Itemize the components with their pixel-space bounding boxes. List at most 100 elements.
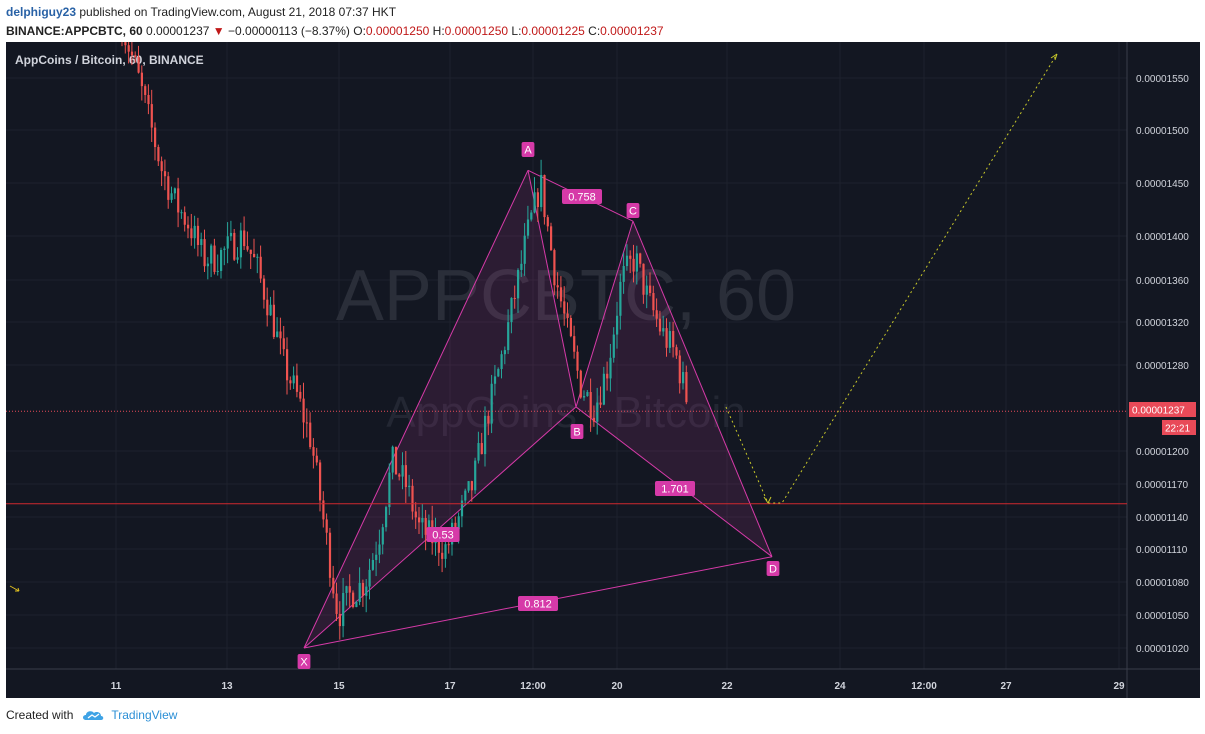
publish-info: published on TradingView.com, August 21,… bbox=[79, 5, 397, 19]
price-axis[interactable] bbox=[1127, 42, 1200, 669]
candle-body bbox=[210, 245, 213, 264]
footer: Created with TradingView bbox=[6, 708, 177, 722]
candle-body bbox=[444, 544, 447, 559]
candle-body bbox=[170, 193, 173, 200]
x-tick-label: 12:00 bbox=[520, 681, 546, 692]
candle-body bbox=[635, 253, 638, 272]
x-tick-label: 29 bbox=[1113, 681, 1125, 692]
candle-body bbox=[236, 257, 239, 260]
candle-body bbox=[187, 224, 190, 229]
candle-body bbox=[418, 517, 421, 523]
candle-body bbox=[569, 317, 572, 337]
candle-body bbox=[371, 559, 374, 570]
candle-body bbox=[147, 94, 150, 105]
created-with-text: Created with bbox=[6, 708, 74, 722]
candle-body bbox=[378, 544, 381, 555]
point-label-a-bg bbox=[521, 142, 535, 157]
projection-path bbox=[725, 53, 1058, 504]
candle-body bbox=[259, 256, 262, 279]
x-tick-label: 24 bbox=[834, 681, 846, 692]
candle-body bbox=[622, 266, 625, 282]
candle-body bbox=[243, 230, 246, 247]
candle-body bbox=[167, 176, 170, 200]
candle-body bbox=[609, 357, 612, 379]
candle-body bbox=[203, 239, 206, 267]
low-label: L: bbox=[511, 24, 522, 38]
candle-body bbox=[480, 443, 483, 455]
candle-body bbox=[579, 370, 582, 398]
candle-body bbox=[404, 465, 407, 488]
chart-area[interactable]: 0.00001550 0.00001500 0.00001450 0.00001400… bbox=[6, 11, 1200, 698]
candle-body bbox=[662, 328, 665, 332]
candle-body bbox=[586, 392, 589, 396]
candle-body bbox=[319, 462, 322, 501]
candle-body bbox=[523, 235, 526, 264]
candle-body bbox=[328, 532, 332, 578]
candle-body bbox=[332, 577, 335, 594]
candles bbox=[121, 11, 688, 640]
price-tag-text: 0.00001237 bbox=[1132, 406, 1185, 417]
pattern-line-cd bbox=[632, 220, 773, 557]
y-tick-label: 0.00001500 bbox=[1136, 126, 1189, 137]
harmonic-pattern[interactable] bbox=[303, 169, 773, 649]
candle-body bbox=[262, 278, 266, 300]
candle-body bbox=[289, 380, 292, 384]
candle-body bbox=[154, 127, 157, 148]
y-tick-label: 0.00001280 bbox=[1136, 361, 1189, 372]
y-tick-label: 0.00001170 bbox=[1136, 480, 1189, 491]
pattern-labels: X A B C D 0.758 0.53 1.701 0.812 bbox=[297, 142, 780, 669]
candle-body bbox=[513, 298, 516, 300]
candle-body bbox=[157, 147, 160, 162]
candle-body bbox=[599, 402, 602, 405]
candle-body bbox=[249, 249, 252, 254]
candle-body bbox=[507, 322, 510, 351]
candle-body bbox=[391, 446, 394, 473]
candle-body bbox=[196, 225, 200, 245]
tradingview-link[interactable]: TradingView bbox=[111, 708, 178, 722]
candle-body bbox=[345, 586, 348, 593]
candle-body bbox=[652, 292, 655, 311]
candle-body bbox=[546, 217, 549, 227]
candle-body bbox=[685, 372, 688, 403]
candle-body bbox=[190, 228, 193, 239]
ratio-label-xd-bg bbox=[518, 596, 558, 611]
candle-body bbox=[460, 500, 464, 517]
candle-body bbox=[272, 304, 275, 337]
countdown-text: 22:21 bbox=[1165, 424, 1190, 435]
pattern-line-bc bbox=[575, 221, 634, 408]
candle-body bbox=[295, 375, 299, 392]
candle-body bbox=[559, 287, 563, 302]
ratio-label-xb-bg bbox=[426, 527, 460, 542]
candle-body bbox=[368, 569, 371, 587]
open-value: 0.00001250 bbox=[365, 24, 430, 38]
point-label-b-bg bbox=[570, 424, 584, 439]
chart-canvas[interactable]: 0.00001550 0.00001500 0.00001450 0.00001400… bbox=[6, 11, 1200, 698]
point-label-x: X bbox=[300, 657, 308, 669]
author-link[interactable]: delphiguy23 bbox=[6, 5, 77, 19]
candle-body bbox=[503, 350, 506, 355]
candle-body bbox=[563, 301, 566, 314]
close-value: 0.00001237 bbox=[600, 24, 664, 38]
candle-body bbox=[193, 225, 196, 239]
candle-body bbox=[470, 481, 473, 491]
countdown-tag bbox=[1162, 420, 1196, 435]
candle-body bbox=[639, 253, 642, 264]
candle-body bbox=[223, 248, 226, 250]
point-label-x-bg bbox=[297, 654, 311, 669]
pattern-line-ab bbox=[527, 170, 577, 408]
candle-body bbox=[629, 255, 632, 259]
y-axis-ticks: 0.00001550 0.00001500 0.00001450 0.00001400… bbox=[1136, 74, 1189, 655]
candle-body bbox=[180, 212, 183, 214]
candle-body bbox=[130, 51, 134, 56]
candle-body bbox=[668, 331, 671, 348]
candle-body bbox=[573, 336, 576, 352]
ratio-label-bd-bg bbox=[655, 481, 695, 496]
candle-body bbox=[239, 230, 242, 258]
candle-body bbox=[216, 270, 219, 272]
tradingview-cloud-icon bbox=[83, 711, 104, 720]
chart-title: AppCoins / Bitcoin, 60, BINANCE bbox=[15, 53, 204, 67]
candle-body bbox=[592, 417, 596, 422]
candle-body bbox=[510, 298, 513, 323]
candle-body bbox=[414, 511, 417, 518]
candle-body bbox=[127, 45, 130, 52]
